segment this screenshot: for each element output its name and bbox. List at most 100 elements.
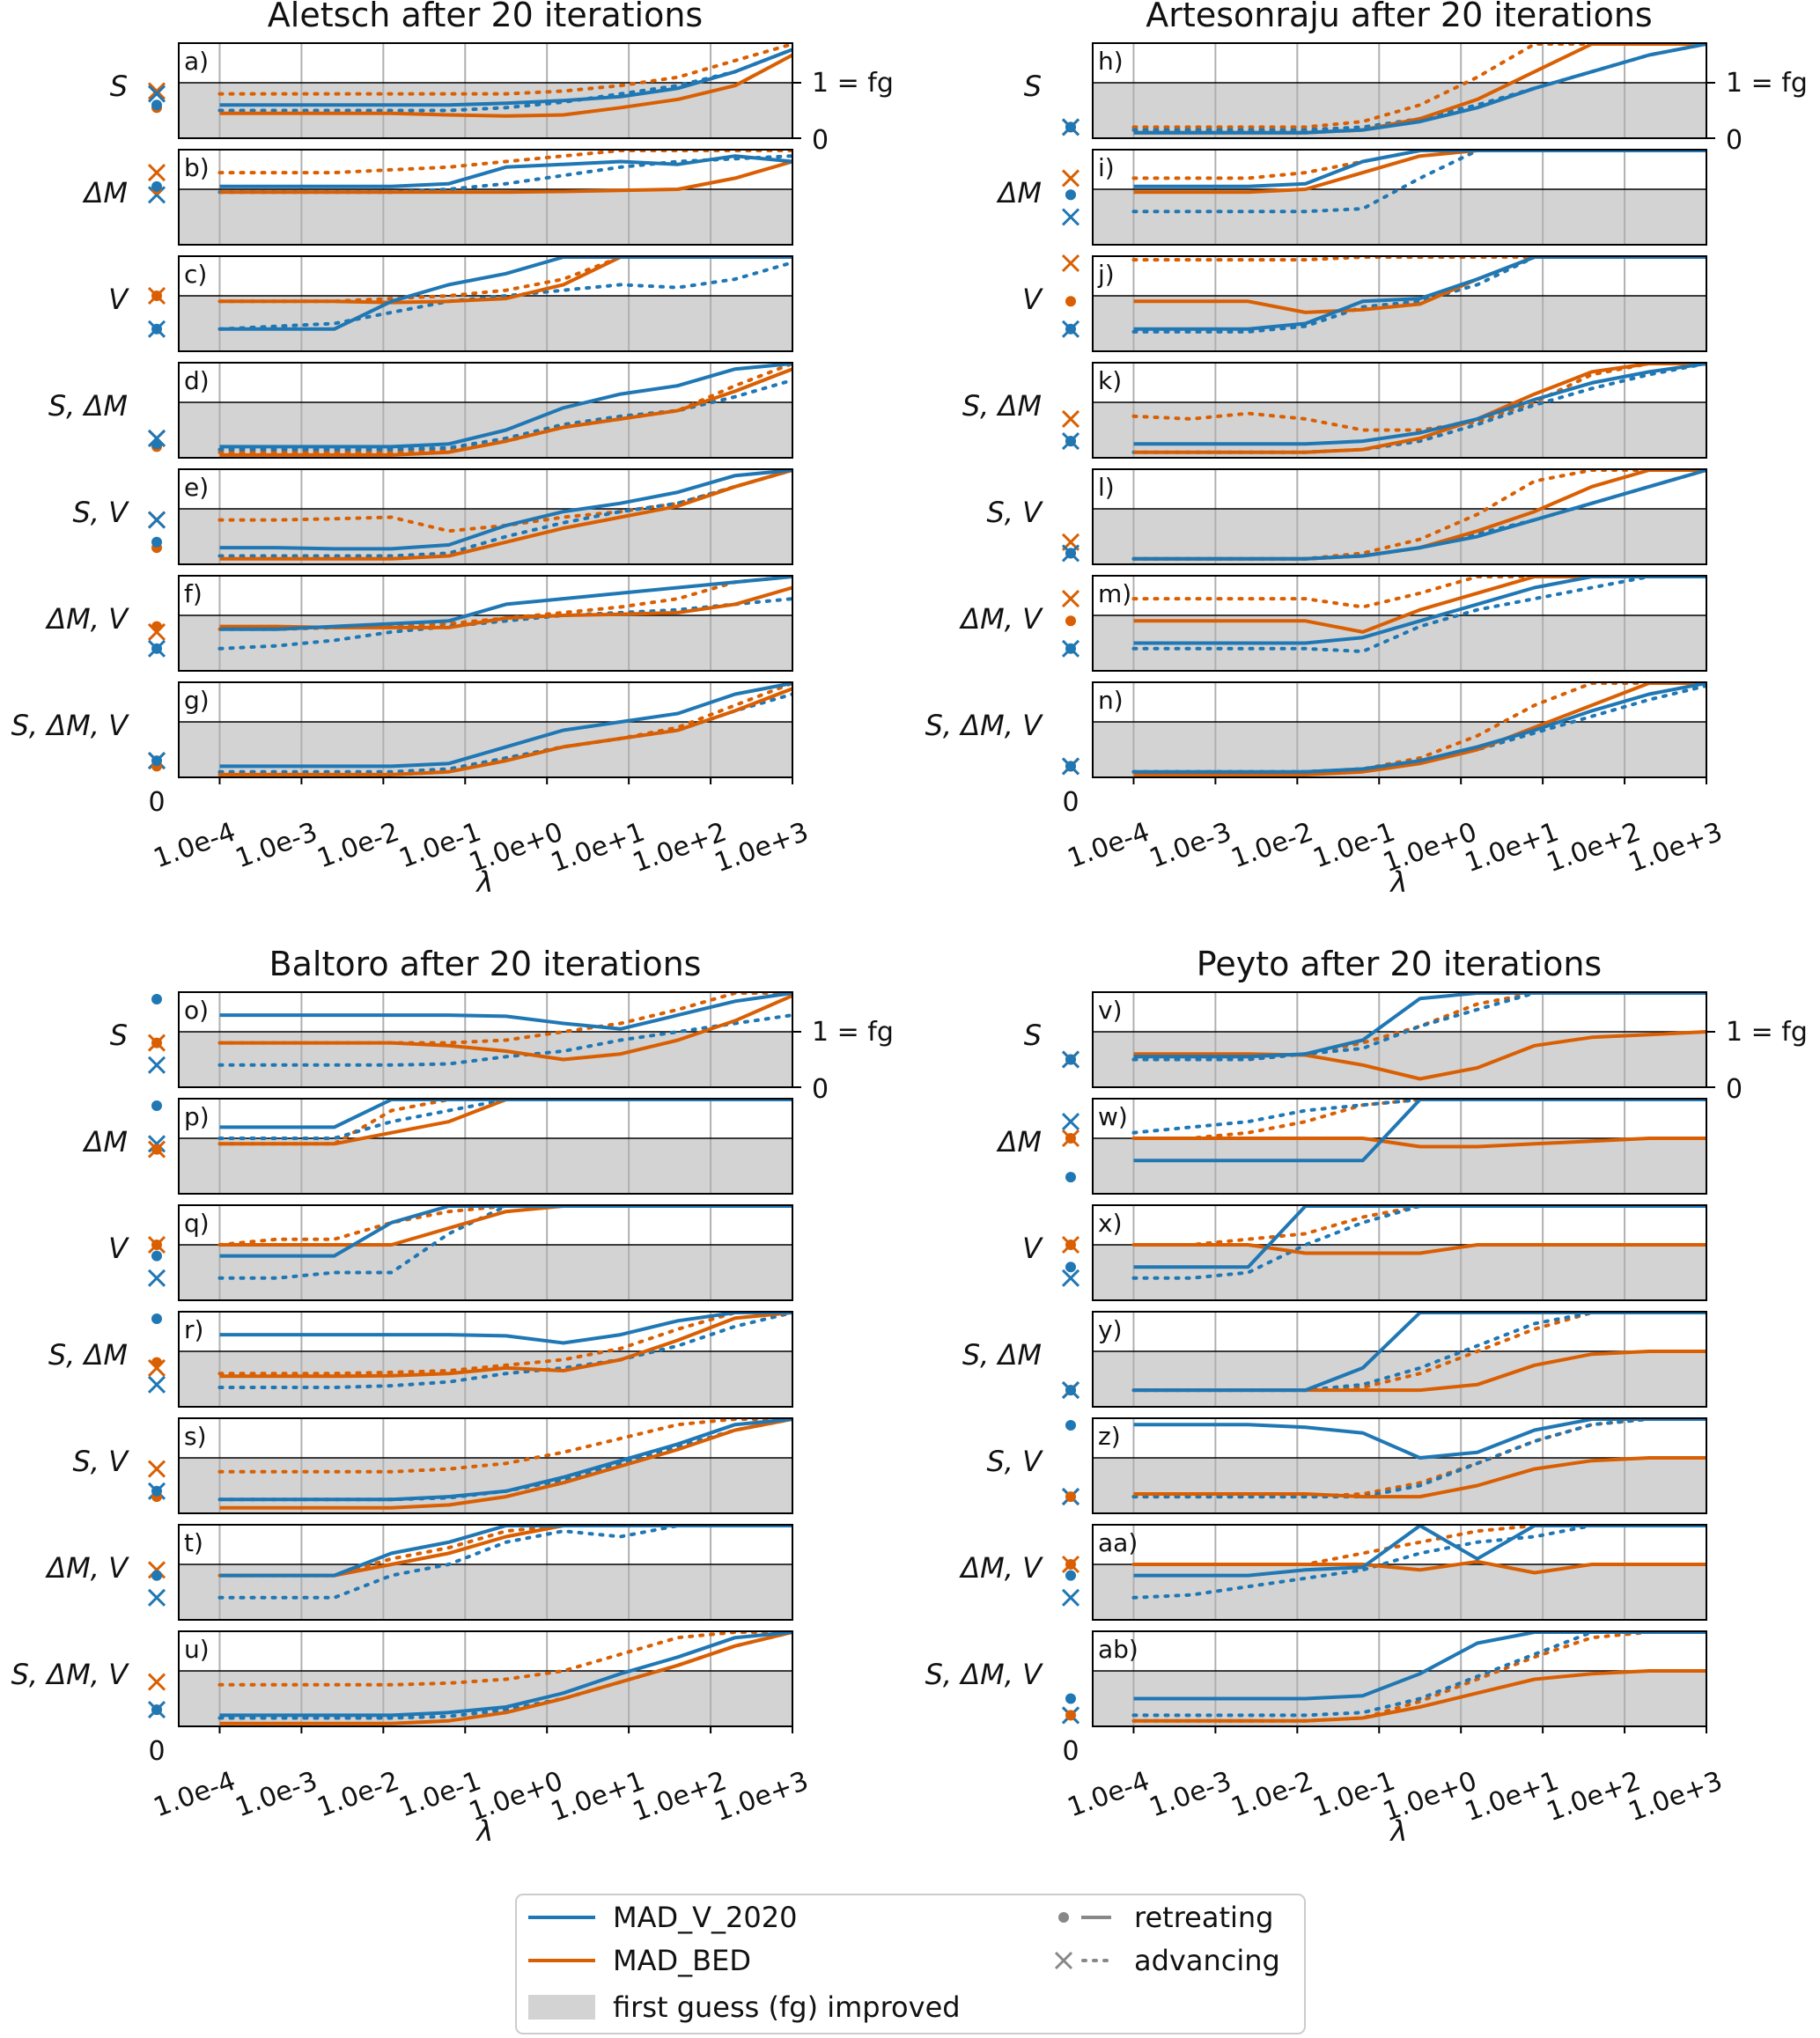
series-line-br: [219, 1418, 792, 1510]
start-dot-marker: [1065, 1693, 1076, 1704]
panel-tag: v): [1098, 996, 1123, 1025]
start-dot-marker: [151, 1704, 162, 1716]
panel-frame: [1092, 1311, 1707, 1408]
panel-frame: [178, 1204, 793, 1301]
panel-frame: [1092, 149, 1707, 246]
start-cross-marker: [1061, 1269, 1080, 1287]
start-dot-marker: [1065, 1385, 1076, 1396]
panel-tag: k): [1098, 366, 1122, 395]
start-dot-marker: [1065, 296, 1076, 307]
start-dot-marker: [151, 1570, 162, 1581]
row-label: ΔM: [996, 1125, 1043, 1159]
x-tick-label: 1.0e+3: [711, 1766, 813, 1828]
series-line-va: [217, 1099, 792, 1140]
panel-tag: r): [184, 1315, 203, 1344]
subfigure-title: Artesonraju after 20 iterations: [1146, 0, 1652, 34]
series-line-br: [1133, 682, 1706, 776]
start-cross-marker: [1061, 254, 1080, 273]
improved-region: [179, 83, 792, 138]
start-dot-marker: [1065, 1559, 1076, 1570]
series-line-ba: [1131, 363, 1706, 432]
subfigure-0: Aletsch after 20 iterations a) S 1 = fg 0 b) Δ…: [11, 0, 894, 899]
series-line-vr: [219, 576, 792, 631]
x-tick-label-zero: 0: [1062, 787, 1079, 818]
start-dot-marker: [1065, 1570, 1076, 1581]
series-line-ba: [217, 1312, 792, 1376]
series-line-br: [1133, 363, 1706, 454]
x-tick-label: 1.0e-3: [232, 817, 321, 875]
start-cross-marker: [147, 1135, 166, 1153]
legend-box: [515, 1894, 1306, 2034]
series-line-vr: [219, 992, 792, 1031]
panel-frame: [1092, 255, 1707, 352]
series-line-br: [1133, 1137, 1706, 1149]
x-tick-label: 1.0e-4: [1064, 817, 1153, 875]
start-cross-marker: [1061, 208, 1080, 226]
row-label: V: [108, 1232, 129, 1265]
start-dot-marker: [151, 621, 162, 632]
start-dot-marker: [1065, 548, 1076, 559]
start-dot-marker: [151, 323, 162, 335]
improved-region: [179, 402, 792, 458]
series-line-va: [217, 1312, 792, 1389]
row-label: S, ΔM: [962, 1338, 1042, 1372]
panel-frame: [1092, 1630, 1707, 1727]
x-tick-label: 1.0e-4: [1064, 1766, 1153, 1824]
improved-region: [179, 1245, 792, 1300]
x-tick-label-zero: 0: [148, 1736, 165, 1767]
panel-tag: m): [1098, 579, 1131, 608]
improved-region: [1093, 1032, 1706, 1087]
series-line-br: [1133, 1559, 1706, 1575]
right-axis-label-zero: 0: [1726, 1074, 1743, 1105]
series-line-br: [1133, 1030, 1706, 1081]
row-label: ΔM: [996, 176, 1043, 210]
panel-tag: t): [184, 1528, 203, 1557]
series-line-ba: [217, 1205, 792, 1247]
panel-frame: [178, 681, 793, 778]
right-axis-label-fg: 1 = fg: [1726, 1017, 1808, 1048]
start-dot-marker: [151, 1485, 162, 1497]
x-tick-label-zero: 0: [148, 787, 165, 818]
start-dot-marker: [151, 536, 162, 548]
series-line-br: [219, 994, 792, 1062]
series-line-br: [219, 687, 792, 776]
x-tick-label: 1.0e-2: [1227, 1766, 1317, 1824]
row-label: S, ΔM, V: [925, 1658, 1044, 1691]
series-line-vr: [219, 1099, 792, 1129]
right-axis-label-zero: 0: [812, 125, 829, 156]
panel-tag: h): [1098, 47, 1124, 76]
series-line-vr: [219, 682, 792, 769]
series-line-vr: [219, 48, 792, 107]
series-line-va: [217, 1013, 792, 1067]
panel-frame: [178, 468, 793, 565]
start-cross-marker: [147, 82, 166, 100]
panel-frame: [1092, 1204, 1707, 1301]
row-label: S, ΔM, V: [925, 709, 1044, 742]
start-dot-marker: [1065, 1491, 1076, 1503]
series-line-ba: [1131, 1099, 1706, 1140]
x-tick-label: 1.0e-2: [313, 1766, 403, 1824]
series-line-vr: [219, 1312, 792, 1345]
series-line-va: [1131, 1099, 1706, 1135]
legend-swatch-improved: [528, 1995, 595, 2020]
start-dot-marker: [151, 180, 162, 192]
start-cross-marker: [147, 1375, 166, 1394]
start-dot-marker: [151, 994, 162, 1004]
panel-tag: u): [184, 1635, 210, 1664]
right-axis-label-zero: 0: [1726, 125, 1743, 156]
row-label: S, ΔM: [48, 389, 128, 423]
series-line-ba: [1131, 576, 1706, 609]
panel-frame: [1092, 468, 1707, 565]
x-tick-label: 1.0e-3: [232, 1766, 321, 1824]
start-dot-marker: [1065, 189, 1076, 201]
start-cross-marker: [1061, 590, 1080, 608]
start-cross-marker: [1061, 169, 1080, 188]
panel-frame: [178, 1630, 793, 1727]
series-line-br: [219, 367, 792, 457]
subfigure-title: Aletsch after 20 iterations: [268, 0, 703, 34]
series-line-va: [217, 261, 792, 331]
panel-tag: c): [184, 260, 207, 289]
start-dot-marker: [151, 438, 162, 450]
series-line-ba: [217, 1631, 792, 1687]
start-dot-marker: [151, 1240, 162, 1250]
